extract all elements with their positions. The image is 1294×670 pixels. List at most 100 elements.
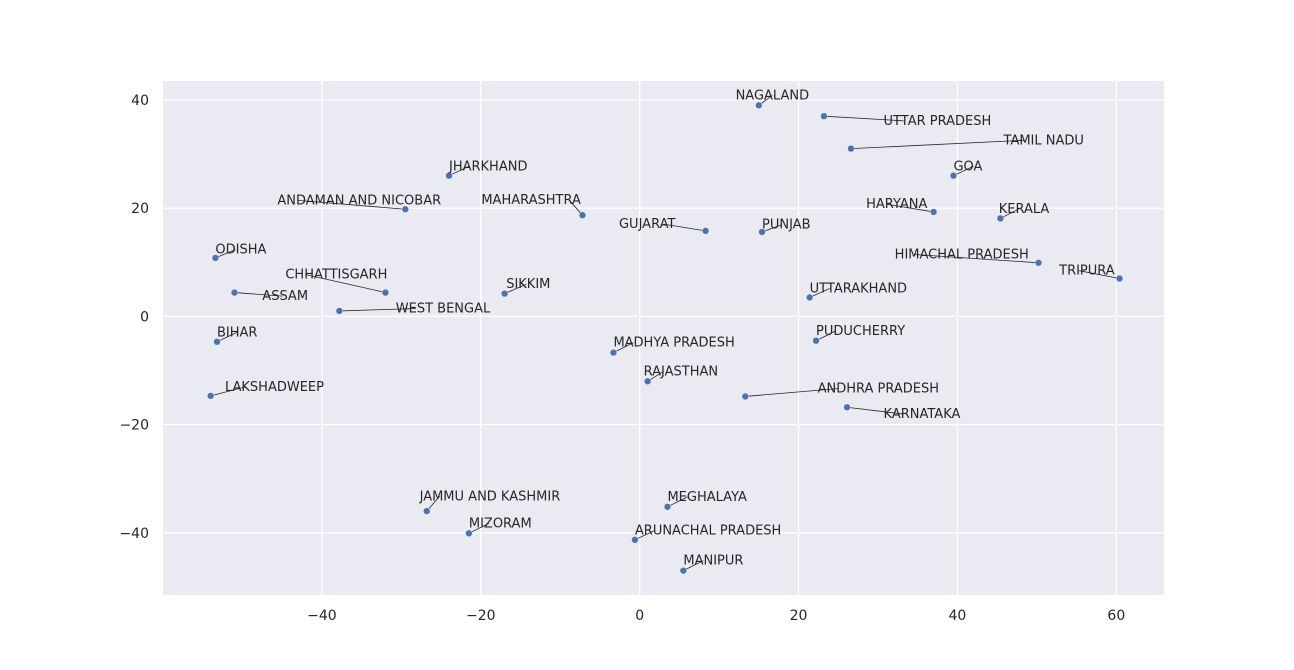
point-labels: NAGALAND UTTAR PRADESH TAMIL NADU GOA JHARKH…: [215, 88, 1114, 568]
x-tick-label: −20: [466, 608, 496, 624]
leader-line: [234, 292, 283, 297]
point-label: LAKSHADWEEP: [225, 380, 324, 395]
point-label: KERALA: [999, 202, 1050, 217]
data-point: [812, 337, 820, 345]
point-label: WEST BENGAL: [396, 302, 491, 317]
data-point: [820, 112, 828, 120]
leader-line: [823, 115, 904, 122]
point-label: UTTARAKHAND: [810, 282, 907, 297]
point-label: CHHATTISGARH: [285, 267, 387, 282]
point-label: MAHARASHTRA: [481, 193, 581, 208]
leader-line: [448, 165, 470, 177]
point-label: PUDUCHERRY: [816, 324, 905, 339]
grid-lines: [163, 81, 1164, 595]
data-point: [213, 338, 221, 346]
x-tick-label: 0: [635, 608, 644, 624]
leader-line: [210, 386, 246, 397]
point-label: HIMACHAL PRADESH: [895, 247, 1029, 262]
leader-line: [1079, 270, 1120, 279]
data-point: [335, 307, 343, 315]
leader-line: [468, 523, 490, 534]
point-label: ODISHA: [215, 243, 266, 258]
leader-line: [914, 254, 1039, 264]
data-point: [741, 392, 749, 401]
data-point: [702, 227, 710, 235]
plot-area: [163, 81, 1164, 595]
y-tick-label: −20: [119, 418, 149, 434]
point-label: ANDAMAN AND NICOBAR: [277, 193, 441, 208]
data-point: [663, 503, 672, 511]
data-point: [609, 349, 618, 357]
leader-line: [215, 249, 236, 259]
leader-line: [305, 274, 386, 293]
data-point: [806, 293, 814, 302]
data-point: [949, 172, 958, 180]
point-label: SIKKIM: [506, 277, 550, 292]
leader-line: [667, 496, 688, 508]
data-point: [501, 290, 509, 298]
point-label: MANIPUR: [683, 554, 743, 569]
y-axis-ticks: 40 20 0 −20 −40: [119, 93, 149, 542]
data-point: [679, 567, 687, 575]
leader-line: [634, 530, 656, 541]
point-label: ASSAM: [262, 289, 308, 304]
data-point: [930, 208, 938, 216]
point-label: ARUNACHAL PRADESH: [635, 523, 781, 538]
x-tick-label: −40: [307, 608, 337, 624]
data-point: [207, 392, 215, 400]
data-point: [996, 214, 1004, 223]
data-point: [423, 507, 431, 515]
data-point: [644, 377, 652, 385]
leader-line: [613, 342, 634, 353]
point-label: MEGHALAYA: [667, 490, 747, 505]
point-label: JAMMU AND KASHMIR: [419, 489, 561, 504]
leader-line: [216, 332, 238, 343]
x-tick-label: 40: [949, 608, 967, 624]
x-axis-ticks: −40 −20 0 20 40 60: [307, 608, 1125, 624]
y-tick-label: 20: [131, 201, 149, 217]
leader-line: [815, 330, 837, 342]
leader-line: [886, 203, 934, 213]
y-tick-label: 0: [140, 309, 149, 325]
x-tick-label: 20: [790, 608, 808, 624]
x-tick-label: 60: [1107, 608, 1125, 624]
point-label: RAJASTHAN: [644, 364, 718, 379]
data-point: [445, 172, 453, 180]
data-point: [631, 536, 639, 544]
leader-line: [745, 388, 838, 397]
point-label: ANDHRA PRADESH: [818, 382, 939, 397]
leader-line: [339, 308, 416, 312]
point-label: TRIPURA: [1058, 264, 1115, 279]
point-label: KARNATAKA: [884, 407, 961, 422]
point-label: BIHAR: [217, 325, 257, 340]
point-label: TAMIL NADU: [1003, 133, 1084, 148]
data-point: [1115, 274, 1124, 283]
point-label: HARYANA: [866, 197, 927, 212]
y-tick-label: −40: [119, 526, 149, 542]
leader-line: [953, 165, 974, 177]
data-point: [381, 288, 390, 297]
data-points: [207, 101, 1124, 575]
leader-line: [850, 139, 1024, 150]
label-leader-lines: [210, 95, 1120, 572]
point-label: PUNJAB: [762, 218, 811, 233]
data-point: [847, 145, 855, 153]
data-point: [755, 101, 763, 109]
point-label: MIZORAM: [469, 516, 532, 531]
leader-line: [297, 199, 406, 210]
y-tick-label: 40: [131, 93, 149, 109]
data-point: [230, 288, 239, 297]
leader-line: [809, 288, 830, 298]
point-label: GOA: [953, 159, 982, 174]
point-label: GUJARAT: [619, 217, 675, 232]
leader-line: [504, 283, 527, 295]
leader-line: [683, 560, 704, 572]
data-point: [758, 228, 766, 236]
leader-line: [663, 223, 706, 232]
data-point: [843, 403, 851, 411]
point-label: UTTAR PRADESH: [884, 114, 992, 129]
data-point: [578, 211, 587, 219]
data-point: [211, 254, 220, 262]
data-point: [1034, 259, 1043, 267]
